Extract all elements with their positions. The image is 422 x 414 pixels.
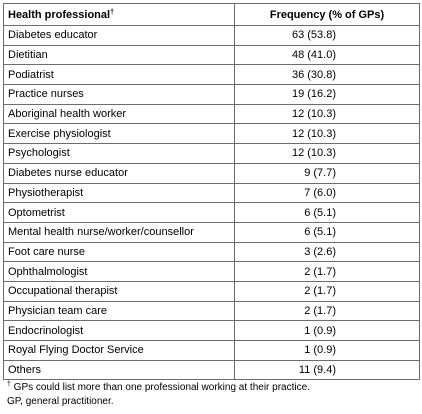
- frequency-cell: 2 (1.7): [234, 300, 420, 322]
- frequency-cell: 12 (10.3): [234, 123, 420, 145]
- table-row: Practice nurses 19 (16.2): [3, 84, 420, 105]
- footnote-marker: †: [110, 8, 114, 16]
- footnote-text: GP, general practitioner.: [7, 396, 114, 407]
- frequency-cell: 1 (0.9): [234, 320, 420, 341]
- table-row: Optometrist 6 (5.1): [3, 202, 420, 223]
- header-row: Health professional† Frequency (% of GPs…: [3, 3, 420, 26]
- table-row: Physician team care 2 (1.7): [3, 300, 420, 322]
- footnote-text: GPs could list more than one professiona…: [10, 382, 310, 393]
- table-row: Occupational therapist 2 (1.7): [3, 280, 420, 302]
- table-row: Diabetes nurse educator 9 (7.7): [3, 162, 420, 184]
- table-row: Foot care nurse 3 (2.6): [3, 241, 420, 263]
- table-body: Diabetes educator 63 (53.8) Dietitian 48 (4…: [3, 25, 420, 381]
- professional-cell: Optometrist: [3, 202, 235, 223]
- frequency-cell: 48 (41.0): [234, 44, 420, 66]
- professional-cell: Endocrinologist: [3, 320, 235, 341]
- header-text: Frequency (% of GPs): [269, 8, 385, 21]
- professional-cell: Dietitian: [3, 44, 235, 66]
- table: Health professional† Frequency (% of GPs…: [3, 3, 420, 381]
- footnote: † GPs could list more than one professio…: [7, 381, 310, 394]
- professional-cell: Royal Flying Doctor Service: [3, 340, 235, 361]
- table-row: Endocrinologist 1 (0.9): [3, 320, 420, 341]
- professional-cell: Psychologist: [3, 143, 235, 164]
- frequency-cell: 11 (9.4): [234, 359, 420, 381]
- frequency-cell: 6 (5.1): [234, 221, 420, 243]
- header-text: Health professional: [8, 8, 111, 21]
- frequency-cell: 7 (6.0): [234, 182, 420, 204]
- frequency-cell: 9 (7.7): [234, 162, 420, 184]
- table-row: Aboriginal health worker 12 (10.3): [3, 103, 420, 125]
- professional-cell: Ophthalmologist: [3, 261, 235, 282]
- frequency-cell: 36 (30.8): [234, 64, 420, 86]
- frequency-cell: 63 (53.8): [234, 25, 420, 46]
- header-cell: Health professional†: [3, 3, 235, 26]
- professional-cell: Others: [3, 359, 235, 381]
- frequency-cell: 19 (16.2): [234, 84, 420, 105]
- professional-cell: Mental health nurse/worker/counsellor: [3, 221, 235, 243]
- table-row: Physiotherapist 7 (6.0): [3, 182, 420, 204]
- table-row: Dietitian 48 (41.0): [3, 44, 420, 66]
- professional-cell: Exercise physiologist: [3, 123, 235, 145]
- frequency-cell: 2 (1.7): [234, 261, 420, 282]
- professional-cell: Foot care nurse: [3, 241, 235, 263]
- table-row: Ophthalmologist 2 (1.7): [3, 261, 420, 282]
- frequency-cell: 12 (10.3): [234, 103, 420, 125]
- table-row: Royal Flying Doctor Service 1 (0.9): [3, 340, 420, 361]
- professional-cell: Physiotherapist: [3, 182, 235, 204]
- professional-cell: Diabetes educator: [3, 25, 235, 46]
- professional-cell: Practice nurses: [3, 84, 235, 105]
- table-row: Podiatrist 36 (30.8): [3, 64, 420, 86]
- frequency-cell: 2 (1.7): [234, 280, 420, 302]
- table-head: Health professional† Frequency (% of GPs…: [3, 3, 420, 26]
- frequency-cell: 3 (2.6): [234, 241, 420, 263]
- professional-cell: Podiatrist: [3, 64, 235, 86]
- table-row: Exercise physiologist 12 (10.3): [3, 123, 420, 145]
- professional-cell: Occupational therapist: [3, 280, 235, 302]
- professional-cell: Aboriginal health worker: [3, 103, 235, 125]
- professional-cell: Diabetes nurse educator: [3, 162, 235, 184]
- footnote-marker: †: [7, 381, 11, 388]
- table-row: Psychologist 12 (10.3): [3, 143, 420, 164]
- table-row: Others 11 (9.4): [3, 359, 420, 381]
- header-cell: Frequency (% of GPs): [234, 3, 420, 26]
- frequency-cell: 12 (10.3): [234, 143, 420, 164]
- frequency-cell: 1 (0.9): [234, 340, 420, 361]
- table-row: Mental health nurse/worker/counsellor 6 (…: [3, 221, 420, 243]
- footnote: GP, general practitioner.: [7, 396, 114, 408]
- professional-cell: Physician team care: [3, 300, 235, 322]
- table-row: Diabetes educator 63 (53.8): [3, 25, 420, 46]
- frequency-cell: 6 (5.1): [234, 202, 420, 223]
